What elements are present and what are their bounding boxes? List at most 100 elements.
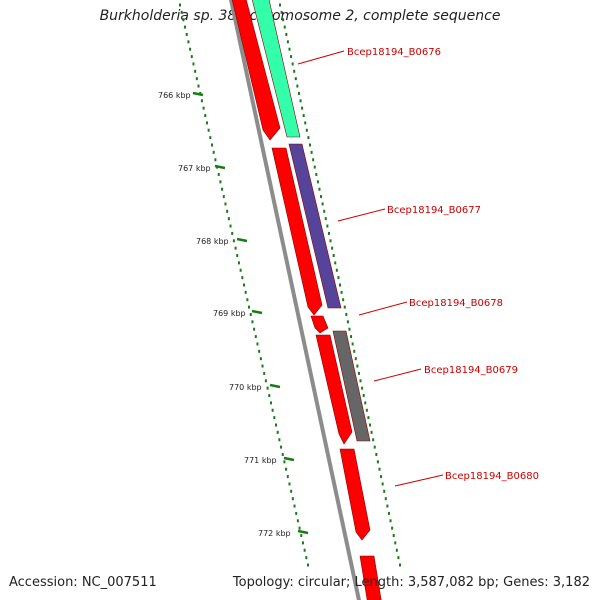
tick-dot	[342, 298, 345, 302]
tick-dot	[285, 32, 288, 36]
gene-labels: Bcep18194_B0676 Bcep18194_B0677 Bcep18194_…	[297, 47, 539, 487]
leader-line	[337, 208, 386, 222]
gene-feature-Bcep18194_B0679	[332, 330, 371, 442]
tick-dot	[281, 452, 284, 456]
tick-dot	[283, 460, 286, 464]
tick-dot	[365, 408, 368, 412]
gene-label-Bcep18194_B0676[interactable]: Bcep18194_B0676	[347, 47, 441, 58]
tick-dot	[354, 357, 357, 361]
tick-dot	[326, 224, 329, 228]
tick-dot	[280, 445, 283, 449]
tick-dot	[303, 548, 306, 552]
tick-dot	[227, 217, 230, 221]
tick-dot	[373, 445, 376, 449]
tick-dot	[221, 187, 224, 191]
cds-feature	[310, 315, 329, 334]
tick-dot	[268, 394, 271, 398]
tick-dot	[256, 342, 259, 346]
tick-dot	[200, 99, 203, 103]
tick-dot	[399, 563, 401, 567]
tick-dot	[266, 386, 269, 390]
tick-dot	[179, 3, 181, 7]
tick-dot	[299, 99, 302, 103]
tick-dot	[356, 364, 359, 368]
tick-dot	[269, 401, 272, 405]
tick-dot	[273, 416, 276, 420]
tick-dot	[334, 261, 337, 265]
tick-dot	[288, 47, 291, 51]
tick-dot	[320, 195, 323, 199]
tick-dot	[211, 143, 213, 147]
tick-dot	[286, 40, 289, 44]
tick-dot	[271, 408, 274, 412]
tick-dot	[375, 452, 378, 456]
tick-dot	[337, 276, 340, 280]
gene-track	[251, 0, 371, 442]
major-tick	[251, 309, 263, 315]
tick-dot	[259, 357, 262, 361]
leader-line	[297, 50, 345, 65]
tick-dot	[212, 150, 215, 154]
tick-dot	[278, 438, 281, 442]
tick-dot	[182, 18, 185, 22]
outer-tick-trail	[179, 3, 309, 567]
tick-dot	[232, 239, 235, 243]
tick-dot	[392, 534, 395, 538]
tick-dot	[291, 497, 294, 501]
tick-dot	[194, 69, 197, 73]
tick-dot	[279, 3, 281, 7]
tick-dot	[350, 335, 353, 339]
tick-dot	[307, 136, 310, 140]
cds-feature	[359, 555, 382, 600]
scale-label: 771 kbp	[244, 456, 277, 465]
tick-dot	[295, 511, 298, 515]
tick-dot	[226, 209, 229, 213]
tick-dot	[323, 209, 326, 213]
tick-dot	[357, 371, 360, 375]
gene-label-Bcep18194_B0678[interactable]: Bcep18194_B0678	[409, 298, 503, 309]
tick-dot	[241, 276, 244, 280]
tick-dot	[294, 77, 297, 81]
tick-dot	[327, 231, 330, 235]
tick-dot	[380, 475, 383, 479]
tick-dot	[219, 180, 222, 184]
map-title: Burkholderia sp. 383 chromosome 2, compl…	[99, 8, 501, 24]
major-tick	[236, 237, 248, 243]
major-tick	[297, 529, 309, 535]
tick-dot	[381, 482, 384, 486]
cds-feature	[231, 0, 281, 141]
tick-dot	[316, 180, 319, 184]
tick-dot	[361, 386, 364, 390]
gene-label-Bcep18194_B0677[interactable]: Bcep18194_B0677	[387, 205, 481, 216]
tick-dot	[315, 172, 318, 176]
tick-dot	[296, 84, 299, 88]
tick-dot	[312, 158, 315, 162]
tick-dot	[332, 254, 335, 258]
tick-dot	[276, 430, 279, 434]
tick-dot	[331, 246, 334, 250]
tick-dot	[290, 489, 293, 493]
tick-dot	[383, 489, 386, 493]
tick-dot	[184, 25, 187, 29]
tick-dot	[345, 312, 348, 316]
tick-dot	[302, 114, 305, 118]
tick-dot	[335, 268, 338, 272]
backbone-layer	[229, 0, 366, 600]
tick-dot	[305, 128, 308, 132]
tick-dot	[313, 165, 316, 169]
tick-dot	[209, 136, 212, 140]
gene-label-Bcep18194_B0679[interactable]: Bcep18194_B0679	[424, 365, 518, 376]
tick-dot	[378, 467, 381, 471]
tick-dot	[222, 195, 225, 199]
scale-ticks: 766 kbp 767 kbp 768 kbp 769 kbp 770 kbp 771 k…	[158, 3, 401, 567]
tick-dot	[246, 298, 249, 302]
tick-dot	[264, 379, 267, 383]
tick-dot	[397, 556, 400, 560]
gene-label-Bcep18194_B0680[interactable]: Bcep18194_B0680	[445, 471, 539, 482]
tick-dot	[214, 158, 217, 162]
tick-dot	[353, 349, 356, 353]
tick-dot	[204, 114, 207, 118]
gene-feature-Bcep18194_B0677	[288, 143, 342, 309]
tick-dot	[351, 342, 354, 346]
